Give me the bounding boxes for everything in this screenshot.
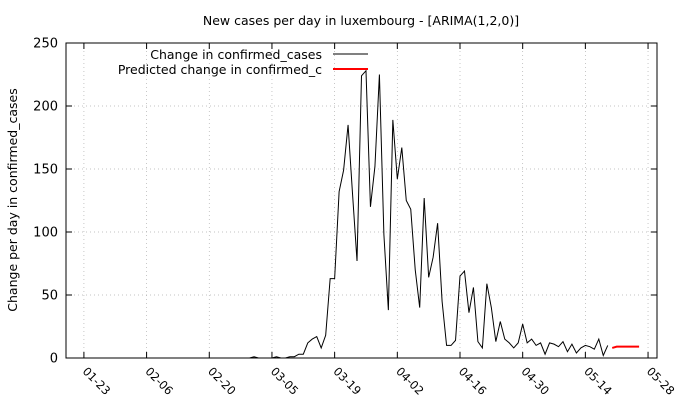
y-tick-label: 150 — [33, 163, 58, 178]
x-tick-label: 03-05 — [268, 364, 302, 398]
x-tick-label: 04-02 — [393, 364, 427, 398]
x-tick-label: 02-06 — [142, 364, 176, 398]
x-tick-label: 02-20 — [205, 364, 239, 398]
legend-label-predicted: Predicted change in confirmed_c — [118, 62, 322, 77]
x-tick-label: 05-14 — [581, 364, 615, 398]
y-tick-label: 250 — [33, 37, 58, 52]
y-tick-label: 100 — [33, 226, 58, 241]
series-lines — [249, 69, 640, 359]
y-tick-label: 200 — [33, 100, 58, 115]
y-axis-label: Change per day in confirmed_cases — [5, 88, 20, 311]
x-tick-label: 04-30 — [519, 364, 553, 398]
x-tick-label: 04-16 — [456, 364, 490, 398]
grid-lines — [66, 43, 657, 358]
series-line-observed — [249, 69, 609, 359]
legend-label-observed: Change in confirmed_cases — [150, 47, 322, 62]
axis-ticks: 0 50 100 150 200 250 01-23 02-06 02-20 03-05 03-19… — [33, 37, 677, 398]
x-tick-label: 01-23 — [80, 364, 114, 398]
x-tick-label: 03-19 — [331, 364, 365, 398]
chart-title: New cases per day in luxembourg - [ARIMA… — [203, 13, 519, 28]
y-tick-label: 0 — [50, 352, 58, 367]
y-tick-label: 50 — [41, 289, 58, 304]
x-tick-label: 05-28 — [644, 364, 678, 398]
series-line-predicted — [611, 345, 640, 349]
legend: Change in confirmed_cases Predicted chan… — [118, 47, 368, 77]
plot-frame — [65, 42, 658, 359]
